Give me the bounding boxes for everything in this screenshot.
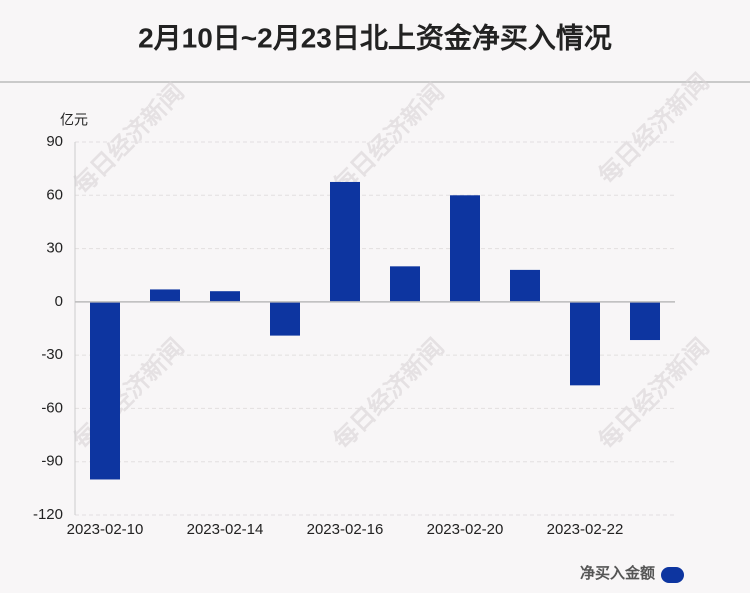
- bar: [150, 289, 180, 302]
- x-tick-label: 2023-02-20: [427, 521, 504, 538]
- bar: [510, 269, 540, 302]
- x-tick-label: 2023-02-10: [67, 521, 144, 538]
- bar: [630, 301, 660, 341]
- y-unit: 亿元: [60, 112, 88, 128]
- x-tick-label: 2023-02-22: [547, 521, 624, 538]
- y-tick-label: 90: [46, 133, 63, 150]
- y-tick-label: 0: [55, 293, 63, 310]
- chart-title: 2月10日~2月23日北上资金净买入情况: [138, 21, 612, 53]
- bar: [210, 291, 240, 302]
- bar: [390, 266, 420, 302]
- bar: [90, 301, 120, 480]
- y-tick-label: -120: [33, 506, 63, 523]
- x-tick-label: 2023-02-16: [307, 521, 384, 538]
- bar: [330, 181, 360, 302]
- bar: [570, 301, 600, 386]
- legend-label: 净买入金额: [580, 564, 655, 582]
- x-tick-label: 2023-02-14: [187, 521, 264, 538]
- bar: [450, 195, 480, 302]
- y-tick-label: 30: [46, 240, 63, 257]
- bar: [270, 301, 300, 336]
- legend-swatch: [661, 567, 684, 583]
- y-tick-label: -60: [41, 399, 63, 416]
- y-tick-label: -30: [41, 346, 63, 363]
- y-tick-label: 60: [46, 186, 63, 203]
- y-tick-label: -90: [41, 453, 63, 470]
